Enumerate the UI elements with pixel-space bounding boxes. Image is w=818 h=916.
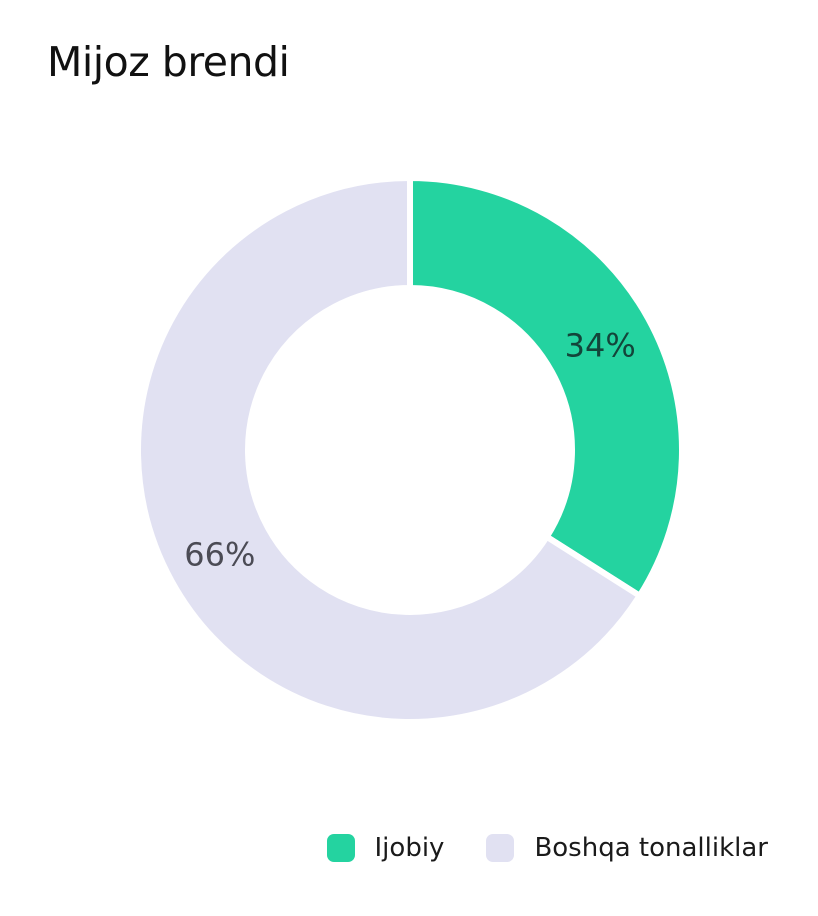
legend-item-ijobiy[interactable]: Ijobiy [326,833,445,863]
legend-swatch-ijobiy [326,834,355,862]
donut-slice-boshqa-tonalliklar[interactable] [135,175,643,725]
chart-title: Mijoz brendi [47,38,290,86]
slice-label-boshqa-tonalliklar: 66% [184,536,255,574]
slice-label-ijobiy: 34% [565,326,636,364]
legend-item-boshqa-tonalliklar[interactable]: Boshqa tonalliklar [486,834,768,862]
chart-legend: Ijobiy Boshqa tonalliklar [326,833,768,863]
legend-label-ijobiy: Ijobiy [374,833,445,863]
legend-label-boshqa-tonalliklar: Boshqa tonalliklar [534,833,768,863]
donut-slice-ijobiy[interactable] [407,175,685,599]
legend-swatch-boshqa-tonalliklar [486,834,515,862]
